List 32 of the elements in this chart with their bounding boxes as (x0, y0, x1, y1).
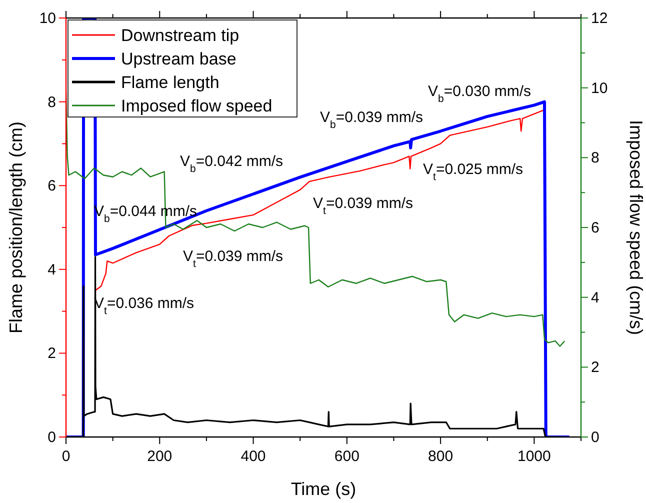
y-tick-label: 8 (48, 94, 56, 111)
legend-label: Imposed flow speed (121, 96, 272, 116)
y-tick-label: 6 (48, 178, 56, 195)
y2-tick-label: 6 (591, 220, 600, 236)
legend-label: Flame length (121, 73, 220, 92)
y-tick-label: 2 (48, 345, 56, 362)
x-tick-label: 800 (428, 448, 454, 465)
x-tick-label: 0 (62, 448, 70, 465)
y2-tick-label: 12 (591, 10, 608, 27)
y-tick-label: 0 (48, 429, 56, 446)
annotation: V$_{t}$=0.025 mm/s (423, 161, 524, 183)
y2-tick-label: 8 (591, 150, 600, 167)
y2-axis-title: Imposed flow speed (cm/s) (626, 120, 646, 336)
annotation: V$_{t}$=0.039 mm/s (313, 195, 414, 217)
annotation: V$_{b}$=0.042 mm/s (180, 153, 283, 175)
x-tick-label: 400 (240, 448, 266, 465)
y2-tick-label: 0 (591, 429, 600, 446)
y2-tick-label: 4 (591, 289, 600, 306)
x-axis-title: Time (s) (290, 479, 356, 499)
x-tick-label: 1000 (517, 448, 551, 465)
annotation: V$_{b}$=0.039 mm/s (320, 109, 423, 131)
x-tick-label: 200 (147, 448, 172, 465)
y-tick-label: 4 (48, 261, 56, 278)
y2-tick-label: 10 (591, 80, 608, 97)
legend-label: Downstream tip (121, 26, 240, 45)
x-tick-label: 600 (334, 448, 360, 465)
legend-label: Upstream base (121, 50, 236, 68)
y-axis-title: Flame position/length (cm) (6, 121, 26, 334)
annotation: V$_{b}$=0.030 mm/s (428, 83, 531, 105)
y2-tick-label: 2 (591, 359, 600, 376)
y-tick-label: 10 (39, 10, 56, 27)
annotation: V$_{t}$=0.039 mm/s (183, 248, 284, 270)
